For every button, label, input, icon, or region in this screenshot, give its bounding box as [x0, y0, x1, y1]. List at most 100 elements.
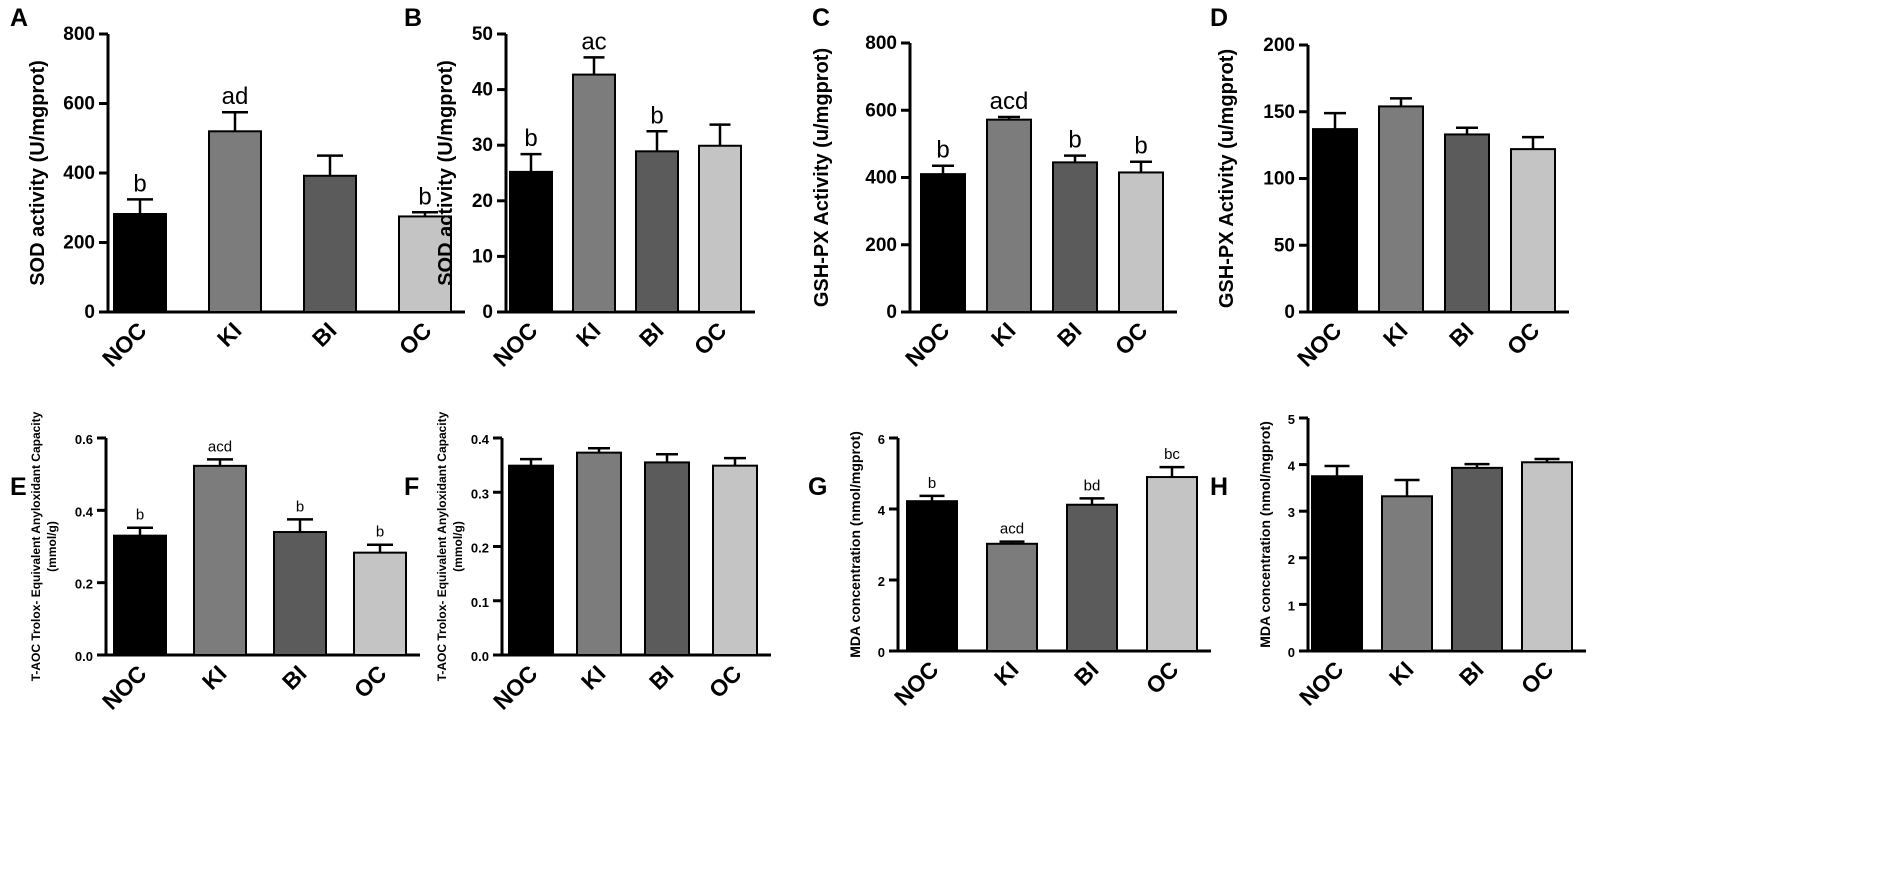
panel-letter: C [812, 4, 830, 32]
significance-label: b [524, 125, 537, 152]
y-tick-label: 3 [1288, 505, 1295, 520]
y-tick-label: 200 [1263, 35, 1295, 56]
significance-label: b [650, 102, 663, 129]
x-category-label: OC [689, 317, 732, 360]
y-tick-label: 800 [865, 33, 897, 54]
x-category-label: OC [1502, 317, 1545, 360]
bar-oc [398, 215, 452, 313]
y-tick-label: 10 [472, 246, 493, 267]
x-category-label: BI [644, 660, 679, 695]
panel-letter: D [1210, 4, 1228, 32]
panel-h: H 0 1 2 3 4 5 MDA concentration (nmol/mgprot) NO… [1210, 412, 1586, 711]
x-category-label: OC [394, 317, 437, 360]
y-tick-label: 2 [878, 574, 885, 589]
y-tick-label: 200 [63, 233, 95, 254]
significance-label: b [136, 507, 144, 524]
panel-c: C 0 200 400 600 800 GSH-PX Activity (u/mgprot)… [811, 4, 1177, 372]
panel-f: F 0.0 0.1 0.2 0.3 0.4 T-AOC Trolox- Equivalent… [404, 411, 771, 715]
significance-label: b [1068, 127, 1081, 154]
x-category-label: NOC [1294, 656, 1349, 711]
x-category-label: BI [1454, 656, 1489, 691]
bar-bi [303, 174, 357, 313]
y-tick-label: 400 [63, 163, 95, 184]
significance-label: ac [581, 28, 606, 55]
y-axis-label: T-AOC Trolox- Equivalent Anyloxidant Cap… [435, 411, 465, 681]
significance-label: b [1134, 133, 1147, 160]
bar-oc [1521, 461, 1573, 652]
x-category-label: BI [1052, 317, 1087, 352]
significance-label: bd [1084, 477, 1101, 494]
y-tick-label: 0.0 [75, 649, 93, 664]
y-tick-label: 1 [1288, 598, 1295, 613]
y-tick-label: 800 [63, 24, 95, 45]
y-tick-label: 0 [878, 645, 885, 660]
significance-label: b [928, 475, 936, 492]
y-tick-label: 6 [878, 432, 885, 447]
significance-label: acd [208, 438, 232, 455]
bar-bi [273, 531, 327, 656]
panel-g: G 0 2 4 6 MDA concentration (nmol/mgprot) b NOC… [808, 431, 1211, 711]
y-tick-label: 0.1 [471, 595, 489, 610]
panel-letter: B [404, 4, 422, 32]
significance-label: b [376, 524, 384, 541]
y-tick-label: 0 [886, 302, 897, 323]
x-category-label: KI [571, 317, 606, 352]
x-category-label: OC [1141, 656, 1184, 699]
x-category-label: NOC [97, 317, 152, 372]
bar-bi [644, 461, 690, 656]
y-tick-label: 0.2 [75, 577, 93, 592]
x-category-label: BI [634, 317, 669, 352]
bar-oc [1118, 171, 1164, 313]
y-tick-label: 200 [865, 235, 897, 256]
y-axis-label: GSH-PX Activity (u/mgprot) [1216, 49, 1238, 308]
x-category-label: OC [1516, 656, 1559, 699]
x-category-label: NOC [97, 660, 152, 715]
y-axis-label: SOD activity (U/mgprot) [435, 60, 457, 286]
y-tick-label: 600 [63, 94, 95, 115]
y-tick-label: 0.6 [75, 432, 93, 447]
y-tick-label: 0.0 [471, 649, 489, 664]
bar-noc [113, 213, 167, 314]
bar-noc [906, 500, 958, 652]
x-category-label: OC [704, 660, 747, 703]
x-category-label: KI [1384, 656, 1419, 691]
significance-label: ad [222, 83, 249, 110]
y-tick-label: 0.3 [471, 486, 489, 501]
panel-letter: H [1210, 473, 1228, 501]
y-axis-label-line: (mmol/g) [451, 521, 465, 572]
y-tick-label: 50 [1274, 235, 1295, 256]
x-category-label: KI [197, 660, 232, 695]
y-tick-label: 4 [1288, 459, 1296, 474]
y-axis-label-line: T-AOC Trolox- Equivalent Anyloxidant Cap… [435, 411, 449, 681]
y-axis-label: GSH-PX Activity (u/mgprot) [811, 48, 833, 307]
y-tick-label: 0.4 [75, 504, 94, 519]
y-axis-label-line: (mmol/g) [45, 521, 59, 572]
bar-noc [113, 534, 167, 657]
bar-oc [1146, 476, 1198, 652]
x-category-label: KI [989, 656, 1024, 691]
x-category-label: KI [212, 317, 247, 352]
y-tick-label: 0 [1284, 302, 1295, 323]
y-axis-label: SOD activity (U/mgprot) [27, 60, 49, 286]
significance-label: acd [990, 88, 1029, 115]
y-tick-label: 0 [84, 302, 95, 323]
bar-noc [1311, 475, 1363, 652]
y-tick-label: 2 [1288, 552, 1295, 567]
panel-letter: A [10, 4, 28, 32]
y-tick-label: 5 [1288, 412, 1295, 427]
bar-ki [986, 542, 1038, 652]
bar-bi [635, 150, 679, 313]
y-tick-label: 600 [865, 100, 897, 121]
significance-label: bc [1164, 446, 1180, 463]
x-category-label: BI [277, 660, 312, 695]
bar-ki [576, 451, 622, 656]
y-axis-label: MDA concentration (nmol/mgprot) [847, 431, 863, 658]
x-category-label: BI [307, 317, 342, 352]
bar-ki [1378, 105, 1424, 313]
bar-bi [1052, 161, 1098, 313]
panel-letter: F [404, 473, 419, 501]
bar-bi [1451, 466, 1503, 652]
y-tick-label: 100 [1263, 169, 1295, 190]
